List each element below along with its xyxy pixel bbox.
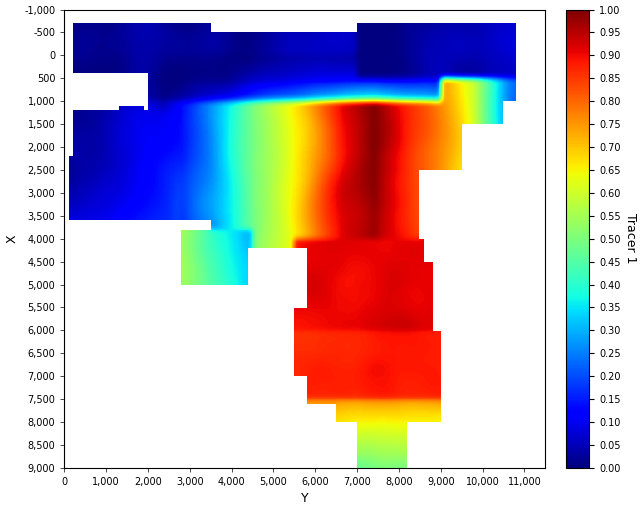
- Y-axis label: Tracer 1: Tracer 1: [624, 214, 637, 264]
- X-axis label: Y: Y: [301, 493, 308, 505]
- Y-axis label: X: X: [6, 235, 19, 243]
